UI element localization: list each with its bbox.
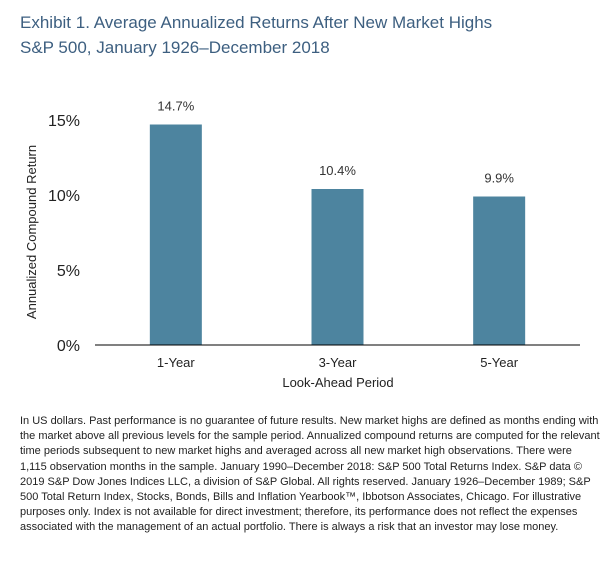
chart-title: Exhibit 1. Average Annualized Returns Af… [20,13,493,32]
chart-header: Exhibit 1. Average Annualized Returns Af… [20,10,600,60]
y-tick-label: 0% [57,338,80,355]
bar-chart: Annualized Compound Return 0% 5% 10% 15% 14… [24,99,580,390]
data-label: 9.9% [484,171,514,186]
bar [473,196,526,345]
chart-subtitle: S&P 500, January 1926–December 2018 [20,38,330,57]
y-tick-label: 10% [48,188,80,205]
y-tick-label: 5% [57,263,80,280]
bar [311,189,364,345]
footnote: In US dollars. Past performance is no gu… [20,415,600,534]
bar [149,124,202,345]
x-tick-label: 3-Year [319,355,357,370]
data-label: 14.7% [157,99,194,114]
x-axis-title: Look-Ahead Period [282,375,393,390]
x-tick-label: 5-Year [480,355,518,370]
y-tick-label: 15% [48,113,80,130]
y-axis-title: Annualized Compound Return [24,145,39,319]
x-tick-label: 1-Year [157,355,195,370]
data-label: 10.4% [319,163,356,178]
